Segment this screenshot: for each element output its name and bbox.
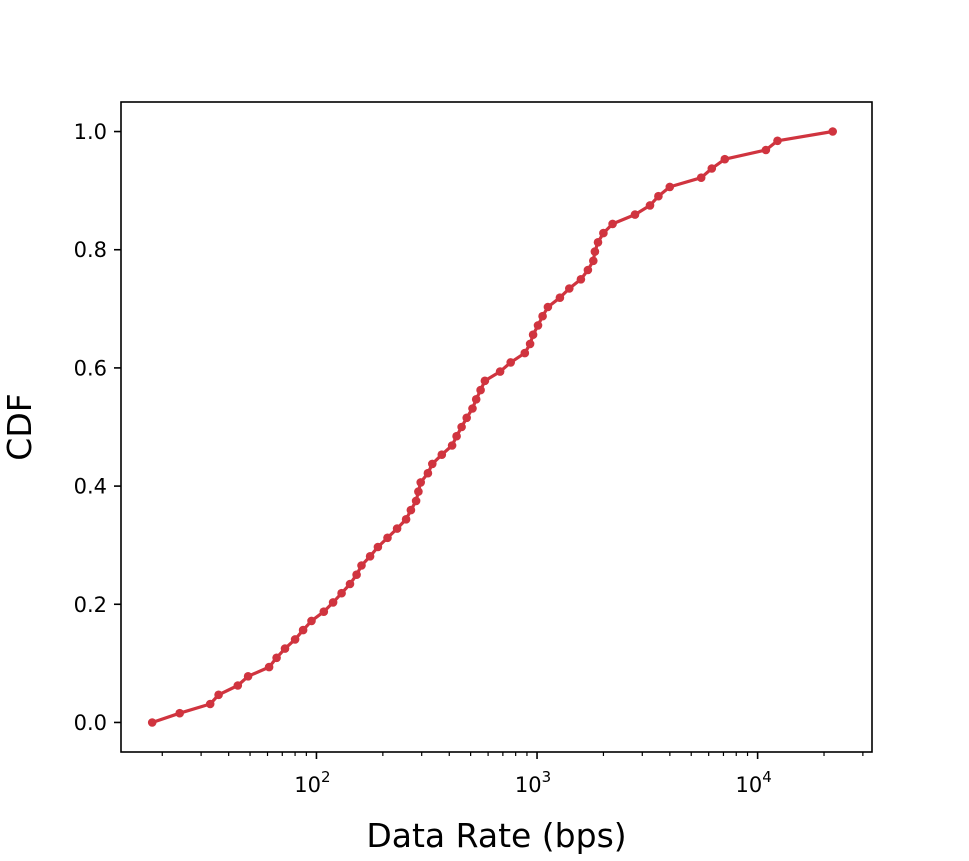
data-point (352, 570, 361, 579)
axes-frame (120, 101, 873, 753)
data-point (533, 321, 543, 330)
data-point (520, 348, 530, 358)
data-point (205, 699, 215, 709)
x-tick-label: 104 (735, 768, 771, 797)
data-point (462, 413, 472, 423)
data-point (416, 478, 426, 487)
data-point (307, 616, 316, 626)
data-point (233, 681, 243, 690)
data-point (290, 635, 300, 644)
data-point (373, 542, 383, 552)
data-point (590, 247, 600, 256)
data-point (773, 136, 782, 146)
data-point (525, 339, 535, 349)
data-point (565, 284, 574, 293)
plot-area (147, 127, 837, 727)
data-point (414, 487, 423, 496)
data-point (357, 561, 366, 570)
y-axis: 0.0 0.2 0.4 0.6 0.8 1.0 (74, 120, 121, 735)
data-point (428, 459, 437, 469)
data-point (392, 524, 402, 533)
y-tick-label: 1.0 (74, 120, 107, 144)
data-point (298, 625, 308, 635)
data-point (654, 191, 663, 201)
data-point (696, 173, 706, 182)
data-point (528, 330, 538, 340)
data-point (264, 662, 274, 672)
data-point (337, 588, 346, 598)
y-tick-label: 0.8 (74, 238, 107, 262)
data-point (583, 265, 593, 275)
x-axis: 102 103 104 (161, 752, 864, 797)
data-point (495, 367, 505, 376)
data-point (175, 708, 184, 718)
data-point (147, 718, 157, 727)
data-point (452, 431, 461, 441)
data-point (423, 468, 433, 478)
data-point (720, 154, 730, 164)
data-point (406, 505, 416, 515)
data-point (707, 164, 717, 173)
data-point (576, 275, 586, 284)
data-point (214, 690, 223, 700)
x-tick-label: 102 (294, 768, 330, 797)
y-tick-label: 0.0 (74, 711, 107, 735)
data-point (383, 533, 392, 543)
data-point (319, 607, 329, 616)
y-tick-label: 0.4 (74, 475, 107, 499)
data-point (437, 450, 447, 460)
data-point (328, 598, 338, 607)
data-point (608, 219, 617, 229)
data-point (447, 441, 457, 450)
y-axis-label: CDF (0, 393, 39, 460)
data-point (401, 515, 411, 524)
data-point (665, 182, 675, 192)
y-tick-label: 0.2 (74, 593, 107, 617)
data-point (645, 201, 655, 210)
data-point (457, 422, 466, 432)
data-point (476, 385, 485, 395)
data-point (589, 256, 598, 266)
data-point (761, 145, 771, 155)
data-point (480, 376, 490, 386)
data-point (468, 404, 477, 413)
x-tick-label: 103 (515, 768, 551, 797)
data-point (345, 579, 355, 589)
data-point (272, 653, 281, 663)
data-point (599, 228, 608, 238)
data-point (630, 210, 640, 219)
data-point (280, 644, 290, 653)
data-point (365, 552, 375, 561)
data-point (471, 395, 481, 404)
data-point (506, 358, 515, 367)
data-point (411, 496, 421, 506)
x-axis-label: Data Rate (bps) (366, 816, 626, 855)
data-point (555, 293, 565, 303)
data-point (538, 311, 547, 321)
data-point (828, 127, 837, 136)
data-point (243, 672, 253, 681)
data-point (593, 238, 603, 247)
y-tick-label: 0.6 (74, 356, 107, 380)
data-point (543, 302, 553, 312)
